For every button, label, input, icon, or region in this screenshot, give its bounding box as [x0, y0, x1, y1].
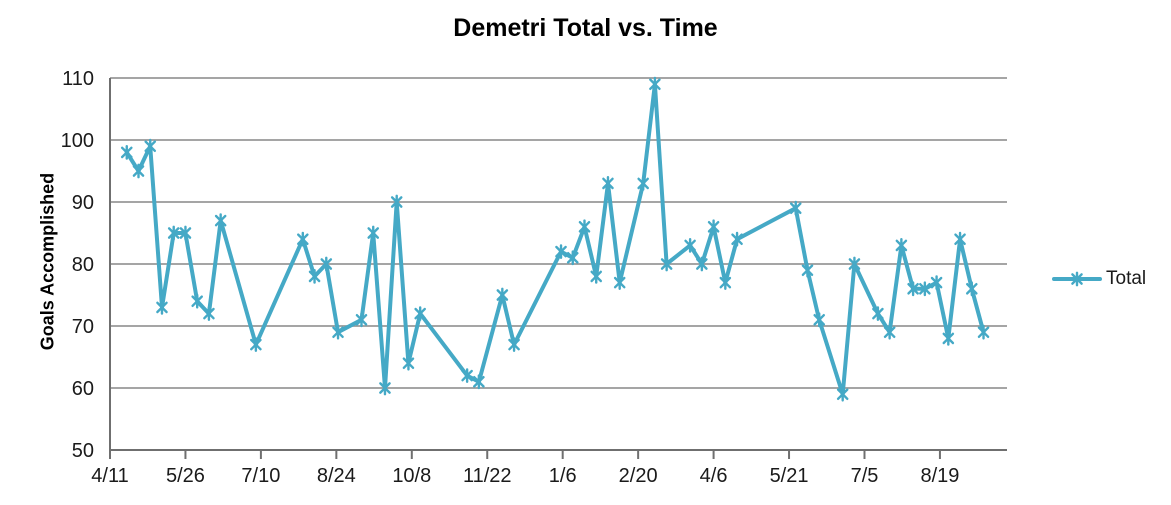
data-point-marker	[214, 213, 227, 229]
data-point-marker	[203, 306, 215, 321]
data-point-marker	[578, 219, 591, 235]
data-point-marker	[907, 281, 919, 297]
data-point-marker	[942, 331, 955, 346]
x-tick-label: 8/24	[317, 465, 356, 487]
data-point-marker	[367, 225, 380, 241]
y-tick-label: 50	[72, 440, 94, 462]
data-point-marker	[801, 262, 814, 278]
chart-title: Demetri Total vs. Time	[453, 14, 718, 42]
data-point-marker	[965, 281, 978, 297]
data-point-marker	[320, 256, 333, 272]
data-point-marker	[613, 275, 626, 290]
data-point-marker	[144, 138, 157, 154]
x-tick-label: 7/10	[241, 465, 280, 487]
data-point-marker	[250, 337, 262, 352]
x-tick-label: 7/5	[851, 465, 879, 487]
data-point-marker	[919, 281, 931, 297]
data-point-marker	[731, 231, 743, 247]
data-point-marker	[895, 237, 908, 253]
data-point-marker	[649, 76, 661, 92]
data-point-marker	[707, 219, 720, 235]
x-tick-label: 8/19	[920, 465, 959, 487]
x-tick-label: 10/8	[392, 465, 431, 487]
data-point-marker	[332, 324, 344, 340]
data-point-marker	[848, 256, 861, 272]
data-point-marker	[120, 144, 133, 160]
data-point-marker	[789, 200, 802, 216]
x-tick-label: 11/22	[463, 465, 512, 487]
data-point-marker	[813, 312, 826, 328]
data-point-marker	[954, 231, 966, 247]
data-point-marker	[379, 380, 391, 396]
data-point-marker	[836, 386, 849, 402]
x-tick-label: 1/6	[549, 465, 577, 487]
data-point-marker	[872, 306, 884, 321]
data-point-marker	[308, 269, 321, 284]
data-point-marker	[496, 287, 509, 303]
data-point-marker	[660, 256, 673, 272]
data-point-marker	[977, 324, 990, 340]
data-point-marker	[191, 293, 203, 309]
data-point-marker	[461, 368, 473, 383]
data-point-marker	[414, 306, 426, 321]
data-point-marker	[555, 244, 567, 259]
data-point-marker	[566, 250, 579, 266]
data-point-marker	[390, 194, 403, 210]
y-tick-label: 60	[72, 378, 94, 400]
x-tick-label: 4/11	[91, 465, 128, 487]
x-tick-label: 5/26	[166, 465, 205, 487]
data-point-marker	[719, 275, 732, 290]
data-point-marker	[883, 324, 896, 340]
data-point-marker	[132, 163, 145, 179]
data-point-marker	[602, 175, 614, 191]
data-point-marker	[402, 355, 415, 371]
data-point-marker	[179, 225, 192, 241]
y-tick-label: 100	[61, 130, 94, 152]
y-tick-label: 110	[62, 68, 94, 90]
data-point-marker	[355, 312, 368, 328]
x-tick-label: 2/20	[619, 465, 658, 487]
y-tick-label: 70	[72, 316, 94, 338]
data-point-marker	[508, 337, 520, 352]
data-point-marker	[637, 175, 649, 191]
legend: Total	[1052, 264, 1146, 294]
y-tick-label: 90	[72, 192, 94, 214]
data-point-marker	[590, 269, 603, 284]
legend-label: Total	[1106, 268, 1147, 289]
data-point-marker	[684, 237, 696, 253]
data-point-marker	[930, 275, 943, 290]
data-point-marker	[696, 256, 708, 272]
data-point-marker	[167, 225, 180, 241]
legend-line-marker-icon	[1052, 271, 1102, 287]
data-point-marker	[473, 374, 485, 390]
y-tick-label: 80	[72, 254, 94, 276]
data-point-marker	[156, 300, 168, 315]
x-tick-label: 5/21	[770, 465, 809, 487]
data-point-marker	[297, 231, 309, 247]
x-tick-label: 4/6	[700, 465, 728, 487]
